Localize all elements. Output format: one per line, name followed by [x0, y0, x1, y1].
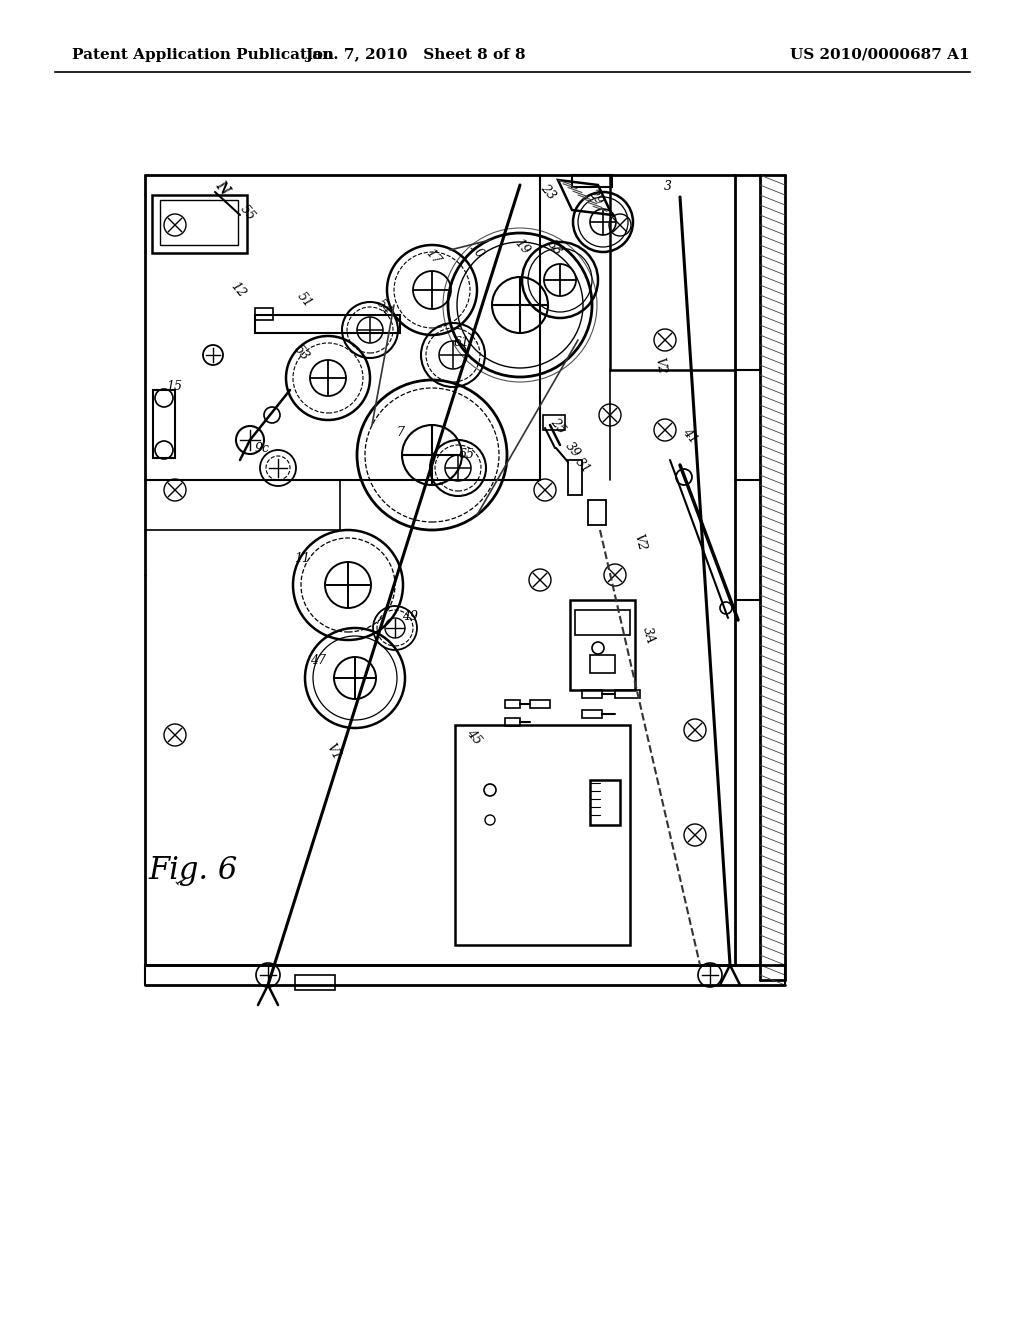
Text: 31: 31 [572, 455, 593, 477]
Text: Fig. 6: Fig. 6 [148, 854, 238, 886]
Bar [582, 690, 602, 698]
Bar [153, 389, 175, 458]
Bar [295, 975, 335, 990]
Bar [582, 710, 602, 718]
Bar [530, 700, 550, 708]
Text: 9c: 9c [255, 441, 269, 454]
Text: 45: 45 [464, 727, 484, 747]
Text: 51: 51 [295, 289, 315, 310]
Text: 17: 17 [423, 247, 443, 268]
Text: N: N [213, 178, 231, 197]
Bar [255, 315, 400, 333]
Text: US 2010/0000687 A1: US 2010/0000687 A1 [790, 48, 970, 62]
Text: 11: 11 [294, 552, 310, 565]
Text: 33: 33 [545, 238, 565, 259]
Text: 12: 12 [228, 280, 248, 301]
Text: V1: V1 [324, 742, 343, 763]
Text: 41: 41 [680, 425, 700, 446]
Circle shape [676, 469, 692, 484]
Text: 10: 10 [466, 240, 486, 261]
Text: 49: 49 [402, 610, 418, 623]
Text: 39: 39 [563, 440, 583, 461]
Bar [505, 700, 520, 708]
Text: 7: 7 [396, 425, 404, 438]
Bar [160, 201, 238, 246]
Text: 25: 25 [548, 416, 568, 437]
Text: 1: 1 [170, 875, 185, 890]
Bar [568, 459, 582, 495]
Text: 19: 19 [512, 236, 532, 257]
Text: 3: 3 [664, 181, 672, 194]
Text: Patent Application Publication: Patent Application Publication [72, 48, 334, 62]
Text: 53: 53 [292, 343, 312, 363]
Text: 55: 55 [238, 203, 258, 223]
Text: 15: 15 [166, 380, 182, 393]
Bar [572, 176, 612, 187]
Bar [543, 414, 565, 430]
Bar [152, 195, 247, 253]
Bar [255, 308, 273, 319]
Bar [590, 780, 620, 825]
Text: 29: 29 [586, 186, 606, 207]
Text: 47: 47 [310, 653, 326, 667]
Text: 54: 54 [374, 297, 394, 317]
Bar [570, 601, 635, 690]
Text: V2: V2 [652, 356, 668, 375]
Bar [455, 725, 630, 945]
Text: Jan. 7, 2010   Sheet 8 of 8: Jan. 7, 2010 Sheet 8 of 8 [305, 48, 525, 62]
Text: 61: 61 [454, 335, 470, 348]
Bar [615, 690, 640, 698]
Text: 3A: 3A [640, 626, 656, 645]
Bar [590, 655, 615, 673]
Text: 65: 65 [459, 449, 475, 462]
Circle shape [720, 602, 732, 614]
Bar [575, 610, 630, 635]
Bar [505, 718, 520, 726]
Text: 23: 23 [538, 182, 558, 202]
Bar [588, 500, 606, 525]
Text: N: N [213, 178, 231, 197]
Text: V2: V2 [632, 532, 648, 552]
